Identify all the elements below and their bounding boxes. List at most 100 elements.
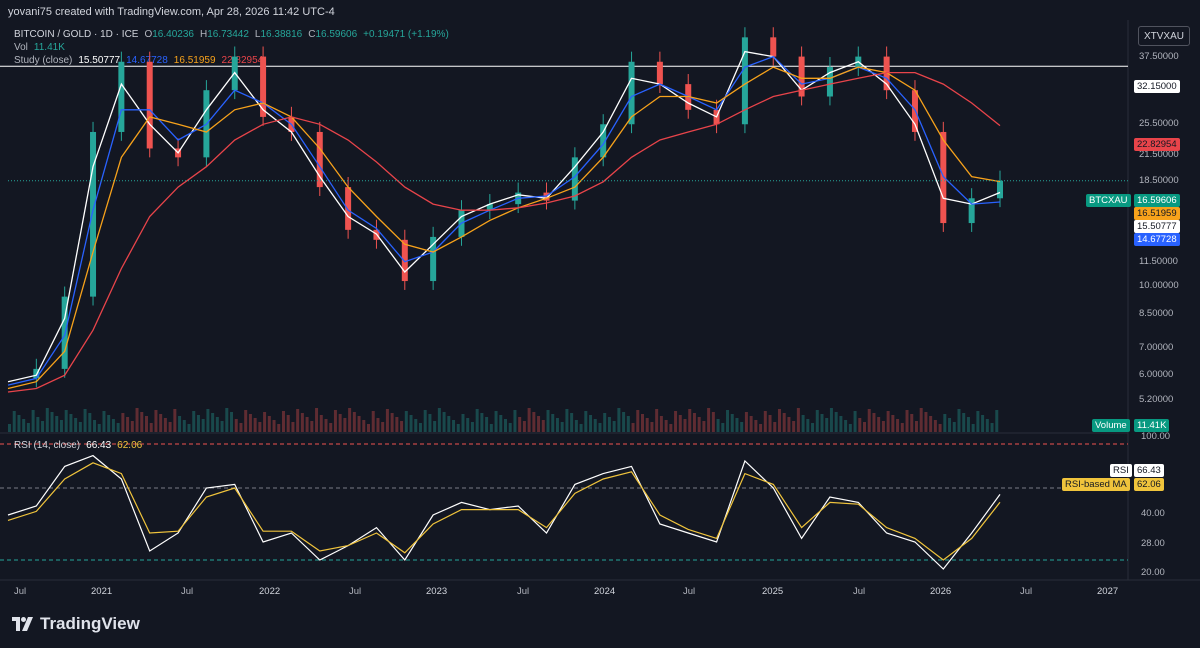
volume-bar: [248, 414, 252, 432]
volume-bar: [348, 408, 352, 432]
volume-bar: [867, 409, 871, 432]
legend-vol-label[interactable]: Vol: [14, 42, 28, 53]
rsi-tick: 100.00: [1141, 431, 1171, 442]
volume-bar: [423, 410, 427, 432]
volume-bar: [305, 417, 309, 432]
volume-bar: [782, 413, 786, 432]
volume-bar: [404, 411, 408, 432]
tradingview-logo[interactable]: TradingView: [12, 614, 140, 634]
volume-bar: [173, 409, 177, 432]
rsi-legend-label[interactable]: RSI (14, close): [14, 440, 81, 451]
volume-bar: [565, 409, 569, 432]
volume-bar: [206, 409, 210, 432]
volume-bar: [806, 419, 810, 432]
volume-bar: [692, 413, 696, 432]
rsi-legend: RSI (14, close) 66.43 62.06: [14, 440, 142, 451]
legend-high: 16.73442: [207, 29, 249, 40]
volume-bar: [995, 410, 999, 432]
volume-bar: [938, 424, 942, 432]
volume-bar: [664, 420, 668, 432]
volume-bar: [74, 418, 78, 432]
candle-body: [430, 236, 437, 282]
volume-bar: [8, 424, 11, 432]
volume-bar: [990, 423, 994, 432]
time-tick: Jul: [853, 586, 866, 597]
volume-bar: [428, 414, 432, 432]
rsi-legend-ma: 62.06: [117, 440, 143, 451]
volume-bar: [773, 422, 777, 432]
time-tick: 2024: [594, 586, 616, 597]
volume-bar: [178, 416, 182, 432]
volume-bar: [981, 415, 985, 432]
volume-bar: [97, 424, 101, 432]
volume-bar: [45, 408, 49, 432]
volume-bar: [640, 414, 644, 432]
volume-bar: [154, 410, 158, 432]
candle-body: [486, 204, 493, 211]
price-tick: 6.00000: [1139, 369, 1174, 380]
candle-body: [968, 198, 975, 224]
volume-bar: [952, 422, 956, 432]
candle-body: [600, 124, 607, 158]
volume-bar: [688, 409, 692, 432]
ma-blue-line: [7, 55, 1001, 386]
volume-bar: [532, 412, 536, 432]
volume-name-label: Volume: [1092, 419, 1130, 432]
volume-bar: [584, 411, 588, 432]
legend-low: 16.38816: [260, 29, 303, 40]
volume-bar: [636, 410, 640, 432]
volume-bar: [763, 411, 767, 432]
volume-bar: [385, 409, 389, 432]
legend-study-label[interactable]: Study (close): [14, 55, 73, 66]
symbol-box[interactable]: XTVXAU: [1138, 26, 1190, 46]
volume-bar: [466, 418, 470, 432]
legend-close: 16.59606: [315, 29, 358, 40]
volume-bar: [560, 422, 564, 432]
volume-bar: [726, 410, 730, 432]
legend-symbol[interactable]: BITCOIN / GOLD · 1D · ICE: [14, 29, 139, 40]
volume-bar: [787, 417, 791, 432]
candle-body: [316, 131, 323, 188]
volume-bar: [296, 409, 300, 432]
ma-white-price-label: 15.50777: [1134, 220, 1180, 233]
candle-body: [345, 187, 352, 230]
volume-bar: [107, 415, 111, 432]
volume-bar: [905, 410, 909, 432]
volume-bar: [707, 408, 711, 432]
price-tick: 25.50000: [1139, 118, 1179, 129]
candle-body: [883, 56, 890, 91]
time-tick: Jul: [181, 586, 194, 597]
volume-bar: [102, 411, 106, 432]
volume-bar: [475, 409, 479, 432]
volume-bar: [12, 411, 16, 432]
volume-bar: [470, 422, 474, 432]
volume-bar: [211, 413, 215, 432]
volume-bar: [589, 415, 593, 432]
volume-bar: [286, 415, 290, 432]
volume-bar: [69, 414, 73, 432]
volume-bar: [537, 416, 541, 432]
volume-bar: [891, 415, 895, 432]
rsi-tick: 40.00: [1141, 508, 1165, 519]
volume-bar: [135, 408, 139, 432]
volume-bar: [900, 423, 904, 432]
volume-bar: [551, 414, 555, 432]
volume-bar: [140, 412, 144, 432]
volume-bar: [744, 412, 748, 432]
volume-bar: [64, 410, 68, 432]
time-tick: Jul: [517, 586, 530, 597]
hline-price-label: 32.15000: [1134, 80, 1180, 93]
time-tick: Jul: [1020, 586, 1033, 597]
volume-bar: [333, 410, 337, 432]
volume-bar: [697, 417, 701, 432]
volume-bar: [390, 413, 394, 432]
volume-bar: [546, 410, 550, 432]
volume-bar: [508, 423, 512, 432]
volume-bar: [924, 412, 928, 432]
volume-bar: [433, 421, 437, 432]
volume-bar: [230, 412, 234, 432]
volume-bar: [754, 420, 758, 432]
volume-bar: [631, 423, 635, 432]
volume-bar: [357, 416, 361, 432]
